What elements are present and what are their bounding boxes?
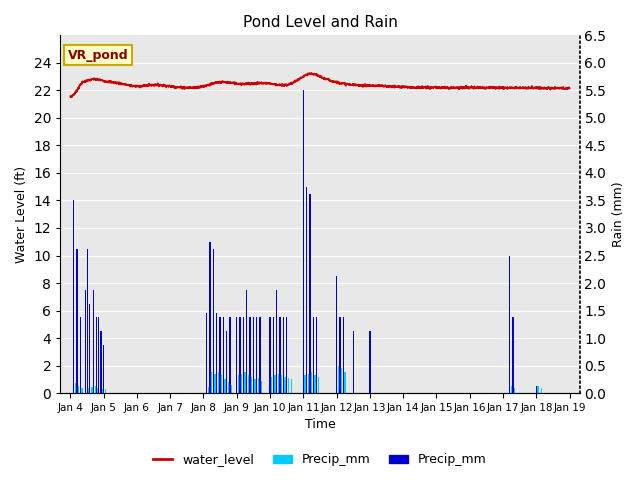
Bar bbox=[95, 386, 96, 393]
Bar bbox=[218, 372, 219, 393]
Bar bbox=[244, 372, 246, 393]
Bar bbox=[309, 193, 310, 393]
Bar bbox=[206, 313, 207, 393]
Bar bbox=[237, 375, 239, 393]
Bar bbox=[337, 366, 339, 393]
Title: Pond Level and Rain: Pond Level and Rain bbox=[243, 15, 397, 30]
Text: VR_pond: VR_pond bbox=[68, 48, 129, 61]
Bar bbox=[509, 255, 510, 393]
Bar bbox=[248, 375, 249, 393]
Bar bbox=[291, 379, 292, 393]
Bar bbox=[311, 372, 312, 393]
Bar bbox=[228, 382, 229, 393]
Bar bbox=[100, 388, 101, 393]
Bar bbox=[89, 304, 90, 393]
Bar bbox=[88, 388, 90, 393]
Bar bbox=[341, 368, 342, 393]
Bar bbox=[95, 317, 97, 393]
Bar bbox=[259, 317, 260, 393]
Bar bbox=[256, 317, 257, 393]
Bar bbox=[79, 317, 81, 393]
Bar bbox=[214, 374, 216, 393]
Bar bbox=[216, 313, 218, 393]
Bar bbox=[536, 386, 537, 393]
Bar bbox=[258, 378, 259, 393]
Bar bbox=[78, 386, 79, 393]
Bar bbox=[339, 317, 340, 393]
Bar bbox=[211, 372, 212, 393]
Bar bbox=[93, 290, 94, 393]
Bar bbox=[317, 377, 319, 393]
Bar bbox=[243, 317, 244, 393]
Bar bbox=[306, 187, 307, 393]
Bar bbox=[281, 375, 282, 393]
Bar bbox=[279, 317, 281, 393]
Bar bbox=[104, 389, 106, 393]
Bar bbox=[316, 317, 317, 393]
Bar bbox=[287, 378, 289, 393]
Bar bbox=[276, 290, 277, 393]
Bar bbox=[221, 375, 223, 393]
Bar bbox=[100, 331, 102, 393]
Bar bbox=[353, 331, 354, 393]
Bar bbox=[273, 317, 274, 393]
Bar bbox=[76, 249, 77, 393]
Bar bbox=[514, 388, 515, 393]
Bar bbox=[223, 317, 224, 393]
Bar bbox=[73, 201, 74, 393]
Legend: water_level, Precip_mm, Precip_mm: water_level, Precip_mm, Precip_mm bbox=[148, 448, 492, 471]
Bar bbox=[286, 317, 287, 393]
Bar bbox=[81, 388, 83, 393]
Bar bbox=[303, 90, 304, 393]
Bar bbox=[284, 377, 285, 393]
Bar bbox=[261, 381, 262, 393]
Bar bbox=[538, 386, 539, 393]
Bar bbox=[75, 384, 76, 393]
Bar bbox=[229, 317, 231, 393]
Bar bbox=[101, 389, 102, 393]
Bar bbox=[344, 372, 346, 393]
Bar bbox=[278, 374, 279, 393]
Bar bbox=[369, 331, 371, 393]
Bar bbox=[283, 317, 284, 393]
Bar bbox=[239, 317, 241, 393]
X-axis label: Time: Time bbox=[305, 419, 335, 432]
Bar bbox=[220, 317, 221, 393]
Bar bbox=[236, 317, 237, 393]
Bar bbox=[511, 386, 512, 393]
Bar bbox=[314, 375, 316, 393]
Bar bbox=[98, 317, 99, 393]
Bar bbox=[336, 276, 337, 393]
Bar bbox=[92, 387, 93, 393]
Bar bbox=[231, 385, 232, 393]
Bar bbox=[251, 377, 252, 393]
Bar bbox=[253, 317, 254, 393]
Bar bbox=[97, 388, 99, 393]
Bar bbox=[254, 379, 256, 393]
Bar bbox=[87, 249, 88, 393]
Bar bbox=[208, 387, 209, 393]
Bar bbox=[304, 375, 306, 393]
Bar bbox=[103, 345, 104, 393]
Bar bbox=[84, 290, 86, 393]
Bar bbox=[212, 249, 214, 393]
Bar bbox=[275, 375, 276, 393]
Bar bbox=[312, 317, 314, 393]
Y-axis label: Rain (mm): Rain (mm) bbox=[612, 181, 625, 247]
Bar bbox=[241, 374, 243, 393]
Bar bbox=[342, 317, 344, 393]
Bar bbox=[209, 242, 211, 393]
Bar bbox=[246, 290, 248, 393]
Y-axis label: Water Level (ft): Water Level (ft) bbox=[15, 166, 28, 263]
Bar bbox=[250, 317, 251, 393]
Bar bbox=[269, 317, 271, 393]
Bar bbox=[225, 379, 226, 393]
Bar bbox=[513, 317, 514, 393]
Bar bbox=[541, 388, 542, 393]
Bar bbox=[271, 377, 273, 393]
Bar bbox=[226, 331, 227, 393]
Bar bbox=[308, 374, 309, 393]
